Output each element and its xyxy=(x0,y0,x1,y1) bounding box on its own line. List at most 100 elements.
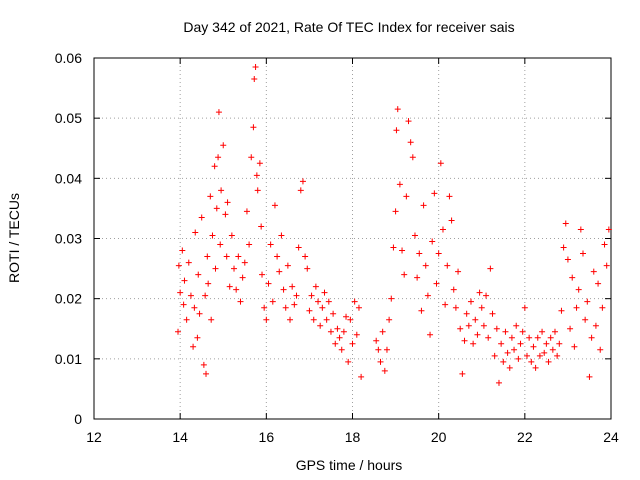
data-point xyxy=(179,247,186,254)
data-point xyxy=(399,247,406,254)
data-point xyxy=(297,187,304,194)
data-point xyxy=(222,211,229,218)
data-point xyxy=(183,316,190,323)
data-point xyxy=(588,334,595,341)
data-point xyxy=(605,226,612,233)
data-point xyxy=(269,298,276,305)
data-point xyxy=(493,325,500,332)
data-point xyxy=(209,232,216,239)
data-point xyxy=(330,310,337,317)
data-point xyxy=(258,223,265,230)
data-point xyxy=(284,262,291,269)
data-point xyxy=(203,370,210,377)
data-point xyxy=(345,358,352,365)
data-point xyxy=(195,271,202,278)
data-point xyxy=(470,340,477,347)
data-point xyxy=(299,178,306,185)
data-point xyxy=(558,307,565,314)
data-point xyxy=(261,304,268,311)
data-point xyxy=(377,358,384,365)
y-tick-label: 0.06 xyxy=(55,50,82,66)
data-point xyxy=(208,316,215,323)
data-point xyxy=(592,322,599,329)
data-point xyxy=(276,268,283,275)
data-point xyxy=(506,364,513,371)
data-point xyxy=(444,262,451,269)
data-point xyxy=(267,241,274,248)
data-point xyxy=(562,220,569,227)
data-point xyxy=(340,328,347,335)
data-point xyxy=(388,295,395,302)
data-point xyxy=(437,160,444,167)
data-point xyxy=(597,346,604,353)
data-point xyxy=(472,316,479,323)
data-point xyxy=(508,334,515,341)
data-point xyxy=(241,259,248,266)
data-point xyxy=(547,334,554,341)
data-point xyxy=(308,292,315,299)
data-point xyxy=(235,253,242,260)
data-point xyxy=(407,139,414,146)
data-point xyxy=(448,217,455,224)
data-point xyxy=(394,106,401,113)
data-point xyxy=(478,304,485,311)
data-point xyxy=(212,265,219,272)
data-point xyxy=(534,334,541,341)
data-point xyxy=(414,274,421,281)
data-point xyxy=(515,355,522,362)
data-point xyxy=(489,310,496,317)
data-point xyxy=(577,226,584,233)
data-point xyxy=(586,373,593,380)
y-axis-tick-labels: 0 0.01 0.02 0.03 0.04 0.05 0.06 xyxy=(55,50,82,427)
data-point xyxy=(569,274,576,281)
data-point xyxy=(498,340,505,347)
data-point xyxy=(248,154,255,161)
data-point xyxy=(349,340,356,347)
data-point xyxy=(556,340,563,347)
data-point xyxy=(519,328,526,335)
data-point xyxy=(379,328,386,335)
data-point xyxy=(541,349,548,356)
data-point xyxy=(599,304,606,311)
data-point xyxy=(226,283,233,290)
data-point xyxy=(485,334,492,341)
data-point xyxy=(536,352,543,359)
data-point xyxy=(228,232,235,239)
data-point xyxy=(411,232,418,239)
data-point xyxy=(254,187,261,194)
data-point xyxy=(420,202,427,209)
data-point xyxy=(343,313,350,320)
data-point xyxy=(457,325,464,332)
x-tick-label: 22 xyxy=(517,429,533,445)
data-point xyxy=(215,154,222,161)
data-point xyxy=(293,292,300,299)
data-point xyxy=(564,256,571,263)
data-point xyxy=(450,286,457,293)
data-point xyxy=(319,304,326,311)
data-point xyxy=(310,316,317,323)
data-point xyxy=(175,328,182,335)
data-point xyxy=(513,322,520,329)
data-point xyxy=(213,205,220,212)
data-point xyxy=(405,118,412,125)
data-point xyxy=(579,250,586,257)
data-point xyxy=(304,265,311,272)
data-point xyxy=(571,343,578,350)
data-point xyxy=(181,277,188,284)
data-point xyxy=(231,265,238,272)
data-point xyxy=(429,238,436,245)
data-point xyxy=(282,304,289,311)
data-point xyxy=(401,271,408,278)
data-point xyxy=(418,307,425,314)
data-point xyxy=(243,208,250,215)
data-point xyxy=(202,292,209,299)
data-point xyxy=(381,367,388,374)
data-point xyxy=(528,358,535,365)
data-point xyxy=(207,193,214,200)
x-tick-label: 20 xyxy=(431,429,447,445)
data-point xyxy=(427,331,434,338)
data-point xyxy=(416,250,423,257)
data-point xyxy=(336,334,343,341)
data-point xyxy=(252,64,259,71)
